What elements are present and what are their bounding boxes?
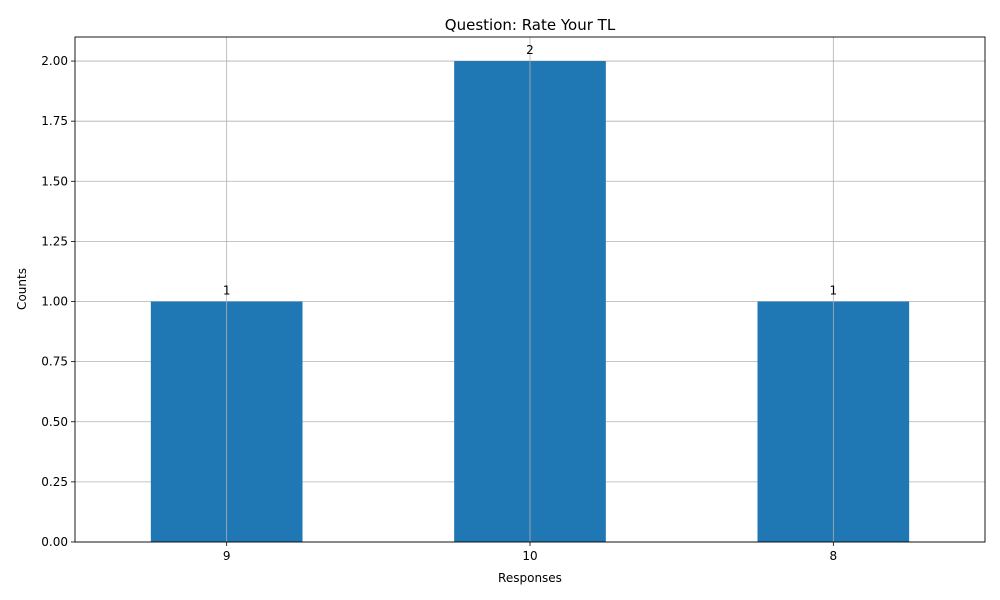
y-tick-label: 0.50 [41,415,68,429]
data-labels-layer: 1 2 1 [223,43,837,297]
x-tick-label: 8 [830,549,838,563]
data-label: 1 [830,284,838,298]
y-tick-label: 0.75 [41,355,68,369]
y-axis-label: Counts [15,268,29,310]
chart-title: Question: Rate Your TL [445,16,616,34]
plot-frame [74,36,986,543]
axes-layer: 0.00 0.25 0.50 0.75 1.00 1.25 1.50 1.75 2.00 9 10 8 [41,36,986,563]
x-tick-label: 9 [223,549,231,563]
data-label: 2 [526,43,534,57]
x-axis-label: Responses [498,571,562,585]
x-tick-label: 10 [522,549,537,563]
y-tick-label: 0.25 [41,475,68,489]
y-tick-label: 1.25 [41,234,68,248]
y-tick-label: 0.00 [41,535,68,549]
y-tick-label: 1.00 [41,295,68,309]
y-tick-label: 1.75 [41,114,68,128]
y-tick-label: 2.00 [41,54,68,68]
grid-x-layer [226,37,834,542]
y-tick-label: 1.50 [41,174,68,188]
data-label: 1 [223,284,231,298]
